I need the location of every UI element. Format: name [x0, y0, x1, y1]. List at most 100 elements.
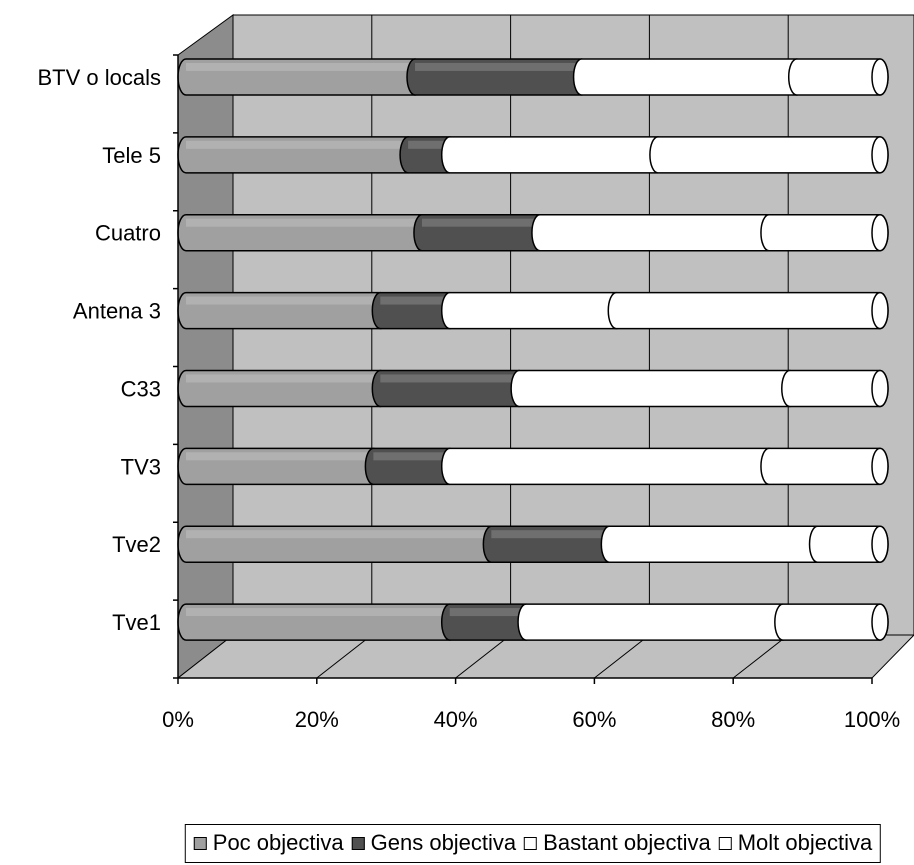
x-tick-labels: 0% 20% 40% 60% 80% 100%: [162, 707, 900, 732]
bar-highlight: [186, 452, 374, 461]
bar-segment: [177, 603, 459, 641]
bar-highlight: [526, 608, 783, 617]
bar-highlight: [373, 452, 450, 461]
bar-segment: [440, 136, 667, 174]
bar-segment: [649, 136, 889, 174]
legend-label: Gens objectiva: [370, 830, 517, 855]
axis-ticks: [173, 54, 873, 684]
bar-highlight: [796, 62, 880, 71]
chart-left-wall: [177, 14, 234, 680]
bar-highlight: [491, 530, 610, 539]
bar-segment: [572, 58, 806, 96]
bar-highlight: [186, 374, 381, 383]
bar-segment: [600, 525, 827, 563]
legend-label: Poc objectiva: [212, 830, 344, 855]
bar-segment: [607, 291, 889, 330]
bar-highlight: [186, 296, 381, 305]
bar-highlight: [415, 62, 582, 71]
bar-highlight: [616, 296, 880, 305]
bar-segment: [406, 58, 591, 96]
bar-segment: [787, 58, 889, 96]
bar-highlight: [186, 530, 492, 539]
category-label: Tele 5: [102, 143, 161, 168]
bar-end-cap: [871, 136, 889, 174]
bar-highlight: [449, 452, 769, 461]
bar-highlight: [449, 140, 658, 149]
bar-highlight: [186, 62, 416, 71]
bar-highlight: [539, 218, 769, 227]
bar-segment: [177, 525, 501, 563]
bar-highlight: [581, 62, 797, 71]
bar-highlight: [768, 218, 880, 227]
bar-segment: [808, 525, 889, 563]
bar-segment: [531, 213, 778, 252]
bar-segment: [413, 213, 549, 252]
bar-end-cap: [871, 213, 889, 252]
bar-segment: [440, 447, 778, 486]
bar-highlight: [186, 608, 450, 617]
bar-end-cap: [871, 447, 889, 486]
legend: Poc objectiva Gens objectiva Bastant obj…: [184, 824, 882, 863]
bar-highlight: [380, 296, 450, 305]
x-tick-label: 20%: [295, 707, 339, 732]
bar-segment: [177, 58, 424, 96]
bar-end-cap: [871, 525, 889, 563]
bars: [177, 58, 889, 641]
bar-end-cap: [871, 603, 889, 641]
bar-highlight: [186, 218, 422, 227]
category-labels: Tve1 Tve2 TV3 C33 Antena 3 Cuatro Tele 5 BTV o …: [38, 65, 162, 635]
x-tick-label: 80%: [711, 707, 755, 732]
category-label: Antena 3: [73, 299, 161, 324]
bar-segment: [774, 603, 889, 641]
bar-segment: [781, 369, 889, 408]
legend-item: Bastant objectiva: [524, 830, 711, 856]
bar-highlight: [782, 608, 880, 617]
category-label: Tve2: [112, 532, 161, 557]
bar-highlight: [449, 296, 617, 305]
bar-highlight: [768, 452, 880, 461]
bar-segment: [517, 603, 792, 641]
bar-end-cap: [871, 369, 889, 408]
legend-item: Poc objectiva: [193, 830, 344, 856]
category-label: C33: [121, 376, 161, 401]
legend-swatch: [718, 836, 732, 850]
legend-label: Bastant objectiva: [543, 830, 711, 855]
bar-end-cap: [871, 291, 889, 330]
bar-highlight: [186, 140, 409, 149]
bar-segment: [760, 213, 889, 252]
category-label: BTV o locals: [38, 65, 162, 90]
gridline: [455, 634, 511, 679]
bar-highlight: [449, 608, 527, 617]
chart-floor: [176, 634, 914, 679]
bar-segment: [177, 369, 390, 408]
bar-segment: [482, 525, 619, 563]
legend-swatch: [193, 836, 207, 850]
bar-highlight: [789, 374, 880, 383]
bar-segment: [760, 447, 889, 486]
x-tick-label: 60%: [572, 707, 616, 732]
bar-highlight: [421, 218, 540, 227]
bar-highlight: [817, 530, 880, 539]
bar-highlight: [519, 374, 790, 383]
category-label: Tve1: [112, 610, 161, 635]
x-tick-label: 0%: [162, 707, 194, 732]
x-tick-label: 40%: [434, 707, 478, 732]
gridline: [732, 634, 789, 679]
bar-highlight: [408, 140, 450, 149]
bar-highlight: [380, 374, 520, 383]
legend-swatch: [524, 836, 538, 850]
legend-item: Molt objectiva: [718, 830, 872, 856]
gridline: [594, 634, 650, 679]
bar-segment: [177, 291, 390, 330]
category-label: TV3: [121, 454, 161, 479]
category-label: Cuatro: [95, 221, 161, 246]
bar-segment: [177, 213, 431, 252]
gridline: [316, 634, 373, 679]
bar-segment: [177, 447, 383, 486]
bar-segment: [177, 136, 417, 174]
bar-highlight: [609, 530, 818, 539]
bar-segment: [510, 369, 799, 408]
legend-swatch: [351, 836, 365, 850]
bar-segment: [440, 291, 626, 330]
